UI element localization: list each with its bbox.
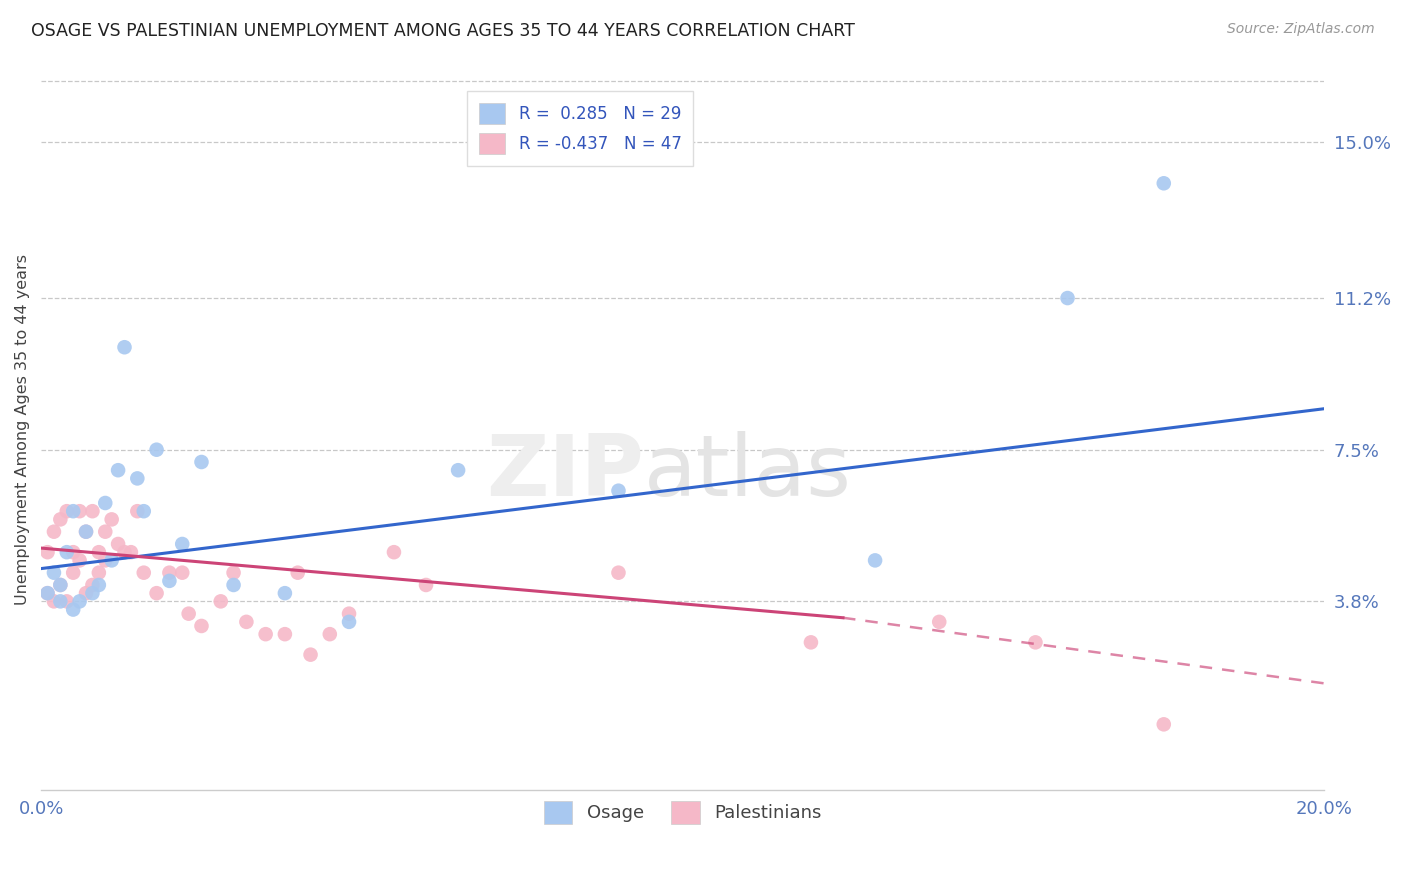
Point bbox=[87, 566, 110, 580]
Text: Source: ZipAtlas.com: Source: ZipAtlas.com bbox=[1227, 22, 1375, 37]
Point bbox=[274, 627, 297, 641]
Point bbox=[209, 594, 232, 608]
Point bbox=[157, 574, 180, 588]
Point bbox=[94, 553, 117, 567]
Point bbox=[62, 545, 84, 559]
Point bbox=[132, 504, 155, 518]
Point bbox=[49, 594, 72, 608]
Point bbox=[337, 607, 360, 621]
Point bbox=[1153, 176, 1175, 190]
Point bbox=[55, 594, 77, 608]
Point bbox=[69, 594, 91, 608]
Point bbox=[120, 545, 142, 559]
Point bbox=[37, 545, 59, 559]
Point bbox=[127, 471, 149, 485]
Point bbox=[415, 578, 437, 592]
Point bbox=[94, 496, 117, 510]
Point bbox=[145, 586, 167, 600]
Point bbox=[928, 615, 950, 629]
Point bbox=[274, 586, 297, 600]
Point bbox=[299, 648, 322, 662]
Point bbox=[1056, 291, 1078, 305]
Point bbox=[82, 586, 104, 600]
Text: atlas: atlas bbox=[644, 431, 852, 514]
Text: OSAGE VS PALESTINIAN UNEMPLOYMENT AMONG AGES 35 TO 44 YEARS CORRELATION CHART: OSAGE VS PALESTINIAN UNEMPLOYMENT AMONG … bbox=[31, 22, 855, 40]
Point bbox=[800, 635, 823, 649]
Point bbox=[132, 566, 155, 580]
Point bbox=[75, 586, 97, 600]
Point bbox=[172, 537, 194, 551]
Point bbox=[55, 545, 77, 559]
Point bbox=[607, 483, 630, 498]
Point bbox=[172, 566, 194, 580]
Point bbox=[62, 504, 84, 518]
Point bbox=[107, 463, 129, 477]
Point bbox=[157, 566, 180, 580]
Y-axis label: Unemployment Among Ages 35 to 44 years: Unemployment Among Ages 35 to 44 years bbox=[15, 253, 30, 605]
Point bbox=[863, 553, 886, 567]
Point bbox=[42, 524, 65, 539]
Point bbox=[62, 602, 84, 616]
Point bbox=[337, 615, 360, 629]
Point bbox=[107, 537, 129, 551]
Point bbox=[114, 545, 136, 559]
Point bbox=[69, 504, 91, 518]
Point bbox=[37, 586, 59, 600]
Point bbox=[254, 627, 277, 641]
Point bbox=[607, 566, 630, 580]
Point bbox=[190, 619, 212, 633]
Point bbox=[49, 578, 72, 592]
Point bbox=[82, 504, 104, 518]
Point bbox=[42, 594, 65, 608]
Point bbox=[287, 566, 309, 580]
Point bbox=[75, 524, 97, 539]
Point bbox=[145, 442, 167, 457]
Point bbox=[319, 627, 342, 641]
Point bbox=[447, 463, 470, 477]
Point bbox=[1153, 717, 1175, 731]
Point bbox=[42, 566, 65, 580]
Point bbox=[177, 607, 200, 621]
Point bbox=[49, 578, 72, 592]
Point bbox=[190, 455, 212, 469]
Point bbox=[55, 504, 77, 518]
Legend: Osage, Palestinians: Osage, Palestinians bbox=[533, 790, 832, 835]
Point bbox=[100, 553, 122, 567]
Point bbox=[82, 578, 104, 592]
Point bbox=[114, 340, 136, 354]
Point bbox=[75, 524, 97, 539]
Point bbox=[62, 566, 84, 580]
Point bbox=[1024, 635, 1046, 649]
Point bbox=[222, 578, 245, 592]
Point bbox=[235, 615, 257, 629]
Point bbox=[87, 545, 110, 559]
Point bbox=[382, 545, 405, 559]
Point bbox=[69, 553, 91, 567]
Point bbox=[49, 512, 72, 526]
Point bbox=[87, 578, 110, 592]
Point bbox=[127, 504, 149, 518]
Point bbox=[100, 512, 122, 526]
Point bbox=[94, 524, 117, 539]
Point bbox=[222, 566, 245, 580]
Point bbox=[37, 586, 59, 600]
Text: ZIP: ZIP bbox=[486, 431, 644, 514]
